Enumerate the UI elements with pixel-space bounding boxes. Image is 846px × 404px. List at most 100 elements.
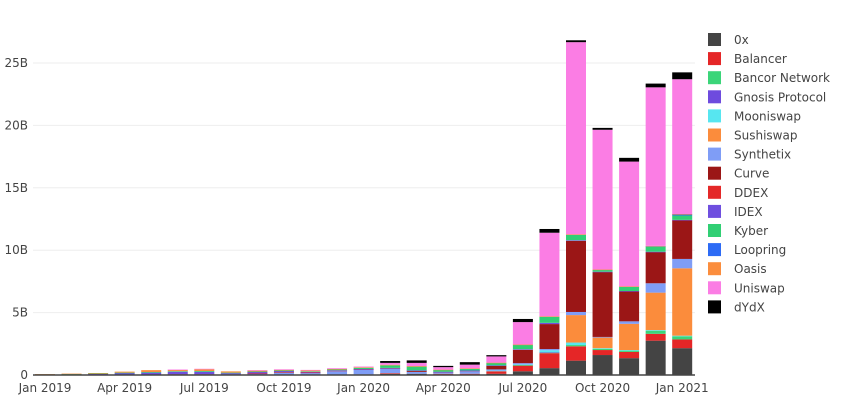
bar-segment-kyber[interactable]	[114, 372, 135, 374]
bar-segment-kyber[interactable]	[645, 246, 666, 252]
bar-segment-gnosis-protocol[interactable]	[539, 352, 560, 353]
bar-segment-kyber[interactable]	[88, 373, 109, 374]
bar-segment-kyber[interactable]	[592, 269, 613, 272]
bar-segment-mooniswap[interactable]	[486, 370, 507, 372]
bar-segment-bancor-network[interactable]	[592, 348, 613, 351]
bar-segment-bancor-network[interactable]	[566, 345, 586, 347]
bar-segment-balancer[interactable]	[512, 365, 533, 372]
bar-segment-balancer[interactable]	[619, 351, 640, 359]
bar-segment-0x[interactable]	[645, 340, 666, 375]
bar-segment-kyber[interactable]	[141, 372, 162, 373]
legend-item[interactable]: Uniswap	[708, 281, 785, 295]
bar-segment-synthetix[interactable]	[539, 349, 560, 351]
bar-segment-kyber[interactable]	[220, 372, 241, 374]
bar-segment-dydx[interactable]	[433, 365, 454, 368]
bar-segment-balancer[interactable]	[645, 333, 666, 341]
bar-segment-idex[interactable]	[672, 219, 693, 221]
legend-item[interactable]: Kyber	[708, 224, 768, 238]
bar-segment-kyber[interactable]	[327, 369, 348, 371]
bar-segment-uniswap[interactable]	[592, 129, 613, 270]
legend-item[interactable]: Sushiswap	[708, 128, 797, 143]
bar-segment-uniswap[interactable]	[380, 362, 401, 365]
bar-segment-uniswap[interactable]	[539, 232, 560, 317]
bar-segment-uniswap[interactable]	[300, 369, 321, 371]
bar-segment-kyber[interactable]	[539, 316, 560, 323]
bar-segment-kyber[interactable]	[167, 371, 188, 372]
bar-segment-0x[interactable]	[512, 371, 533, 375]
bar-segment-uniswap[interactable]	[194, 368, 215, 370]
bar-segment-sushiswap[interactable]	[566, 315, 586, 343]
bar-segment-oasis[interactable]	[566, 234, 586, 235]
bar-segment-dydx[interactable]	[619, 157, 640, 162]
bar-segment-balancer[interactable]	[380, 373, 401, 374]
bar-segment-kyber[interactable]	[406, 366, 427, 371]
bar-segment-idex[interactable]	[88, 373, 109, 375]
bar-segment-idex[interactable]	[220, 373, 241, 375]
bar-segment-mooniswap[interactable]	[566, 342, 586, 346]
bar-segment-kyber[interactable]	[247, 371, 268, 373]
bar-segment-oasis[interactable]	[619, 286, 640, 287]
bar-segment-synthetix[interactable]	[406, 371, 427, 374]
bar-segment-idex[interactable]	[486, 365, 507, 366]
bar-segment-idex[interactable]	[353, 369, 374, 370]
bar-segment-oasis[interactable]	[433, 369, 454, 371]
legend-item[interactable]: 0x	[708, 33, 749, 47]
bar-segment-bancor-network[interactable]	[672, 336, 693, 340]
bar-segment-idex[interactable]	[406, 370, 427, 371]
bar-segment-oasis[interactable]	[645, 245, 666, 247]
bar-segment-synthetix[interactable]	[566, 311, 586, 316]
bar-segment-sushiswap[interactable]	[592, 337, 613, 349]
bar-segment-synthetix[interactable]	[459, 371, 480, 374]
bar-segment-kyber[interactable]	[619, 286, 640, 292]
bar-segment-kyber[interactable]	[353, 367, 374, 370]
bar-segment-uniswap[interactable]	[247, 370, 268, 371]
bar-segment-idex[interactable]	[645, 251, 666, 253]
bar-segment-kyber[interactable]	[486, 362, 507, 366]
legend-item[interactable]: Balancer	[708, 52, 787, 66]
legend-item[interactable]: Loopring	[708, 243, 786, 257]
bar-segment-uniswap[interactable]	[512, 322, 533, 345]
bar-segment-curve[interactable]	[592, 272, 613, 337]
bar-segment-oasis[interactable]	[592, 269, 613, 271]
bar-segment-sushiswap[interactable]	[672, 268, 693, 336]
legend-item[interactable]: DDEX	[708, 185, 768, 200]
bar-segment-oasis[interactable]	[194, 369, 215, 372]
bar-segment-uniswap[interactable]	[459, 364, 480, 369]
bar-segment-uniswap[interactable]	[433, 367, 454, 370]
bar-segment-curve[interactable]	[619, 291, 640, 322]
bar-segment-idex[interactable]	[300, 371, 321, 373]
bar-segment-idex[interactable]	[194, 371, 215, 375]
bar-segment-oasis[interactable]	[459, 368, 480, 369]
bar-segment-dydx[interactable]	[645, 83, 666, 88]
bar-segment-ddex[interactable]	[300, 372, 321, 374]
bar-segment-ddex[interactable]	[247, 373, 268, 375]
bar-segment-balancer[interactable]	[486, 371, 507, 374]
bar-segment-0x[interactable]	[539, 368, 560, 375]
bar-segment-synthetix[interactable]	[273, 372, 294, 375]
bar-segment-dydx[interactable]	[672, 72, 693, 80]
bar-segment-bancor-network[interactable]	[539, 352, 560, 354]
bar-segment-idex[interactable]	[566, 240, 586, 241]
bar-segment-idex[interactable]	[592, 271, 613, 273]
bar-segment-mooniswap[interactable]	[539, 350, 560, 353]
bar-segment-ddex[interactable]	[273, 372, 294, 373]
bar-segment-mooniswap[interactable]	[619, 350, 640, 351]
bar-segment-bancor-network[interactable]	[619, 350, 640, 352]
bar-segment-dydx[interactable]	[380, 361, 401, 363]
bar-segment-balancer[interactable]	[433, 373, 454, 375]
bar-segment-uniswap[interactable]	[566, 42, 586, 235]
bar-segment-balancer[interactable]	[592, 350, 613, 356]
bar-segment-mooniswap[interactable]	[672, 335, 693, 337]
bar-segment-kyber[interactable]	[566, 234, 586, 241]
bar-segment-uniswap[interactable]	[406, 362, 427, 367]
bar-segment-synthetix[interactable]	[247, 373, 268, 375]
bar-segment-synthetix[interactable]	[380, 368, 401, 374]
bar-segment-uniswap[interactable]	[353, 366, 374, 368]
bar-segment-synthetix[interactable]	[592, 336, 613, 338]
bar-segment-mooniswap[interactable]	[512, 364, 533, 366]
bar-segment-oasis[interactable]	[61, 373, 82, 375]
bar-segment-uniswap[interactable]	[645, 87, 666, 246]
bar-segment-oasis[interactable]	[273, 369, 294, 371]
legend-item[interactable]: Curve	[708, 166, 769, 181]
bar-segment-mooniswap[interactable]	[592, 348, 613, 349]
